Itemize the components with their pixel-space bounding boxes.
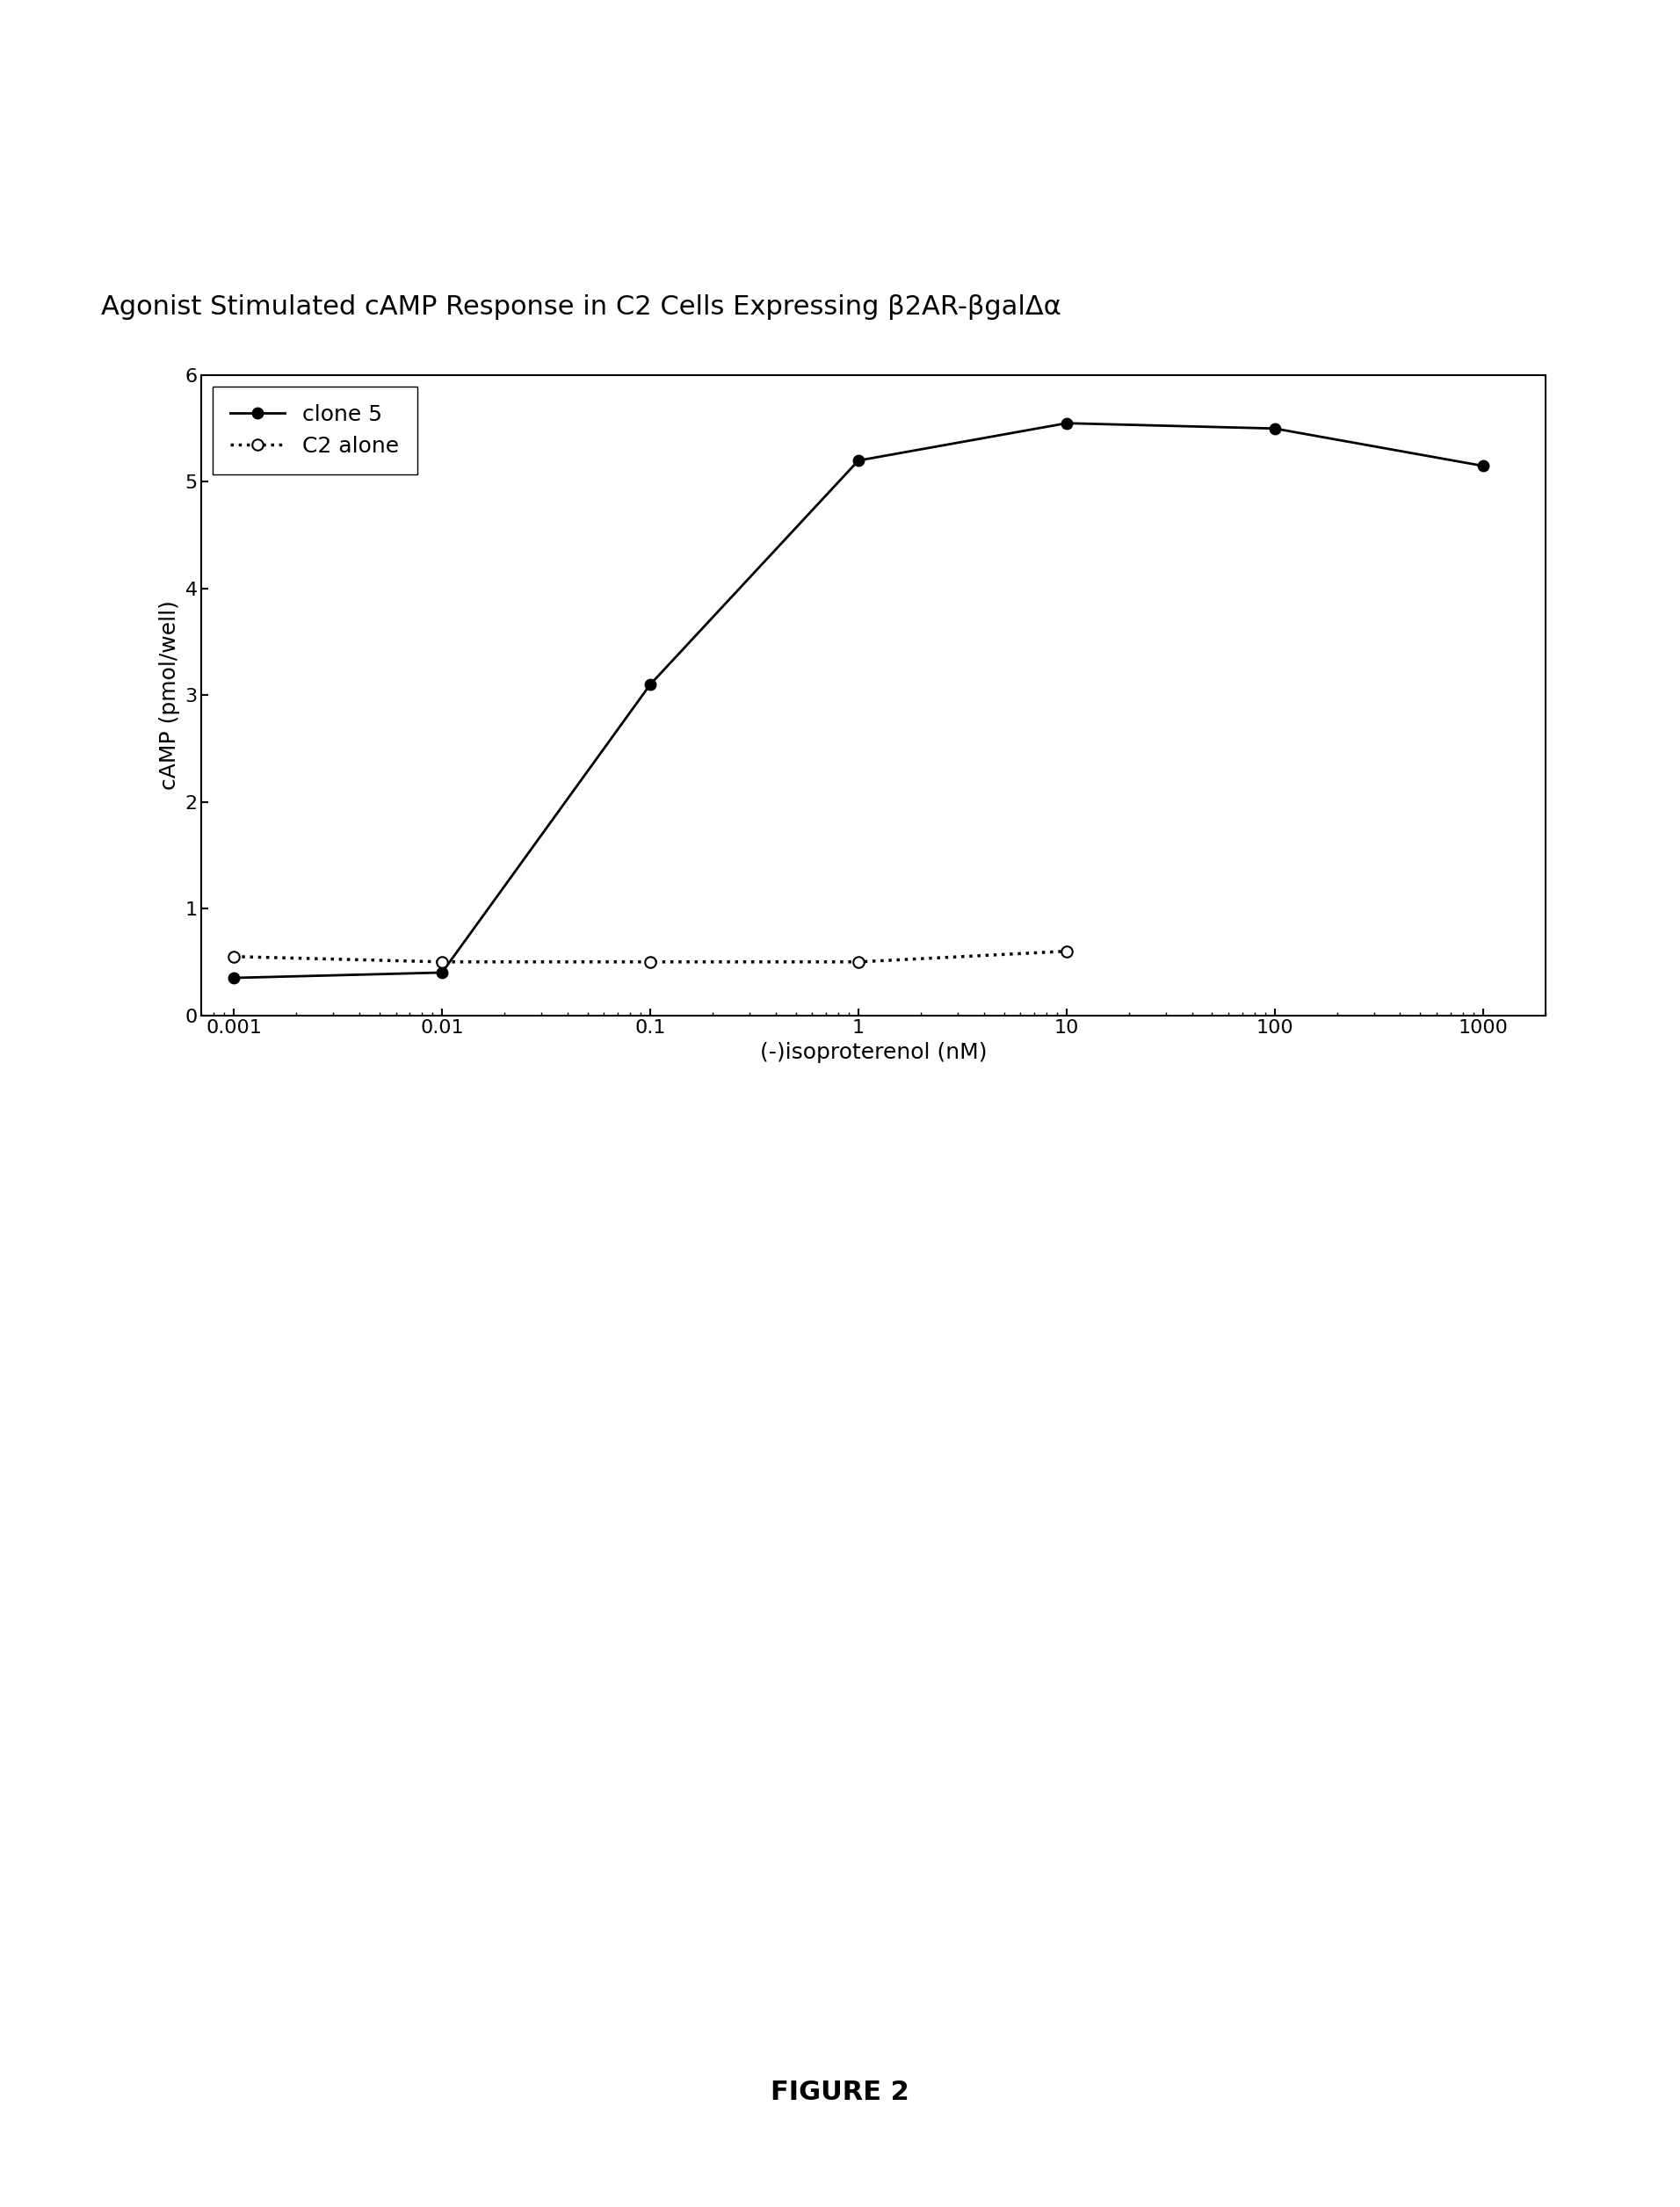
clone 5 [1473,452,1494,479]
clone 5 [1057,411,1077,437]
X-axis label: (-)isoproterenol (nM): (-)isoproterenol (nM) [759,1042,988,1064]
clone 5 [432,960,452,987]
C2 alone [432,949,452,975]
Line: C2 alone: C2 alone [228,947,1072,967]
C2 alone [848,949,869,975]
Text: Agonist Stimulated cAMP Response in C2 Cells Expressing β2AR-βgalΔα: Agonist Stimulated cAMP Response in C2 C… [101,294,1062,320]
C2 alone [223,942,244,969]
C2 alone [640,949,660,975]
Y-axis label: cAMP (pmol/well): cAMP (pmol/well) [160,600,180,790]
clone 5 [1265,415,1285,441]
clone 5 [848,448,869,475]
Line: clone 5: clone 5 [228,417,1488,984]
C2 alone [1057,938,1077,964]
Legend: clone 5, C2 alone: clone 5, C2 alone [213,386,417,475]
Text: FIGURE 2: FIGURE 2 [771,2079,909,2105]
clone 5 [223,964,244,991]
clone 5 [640,671,660,697]
